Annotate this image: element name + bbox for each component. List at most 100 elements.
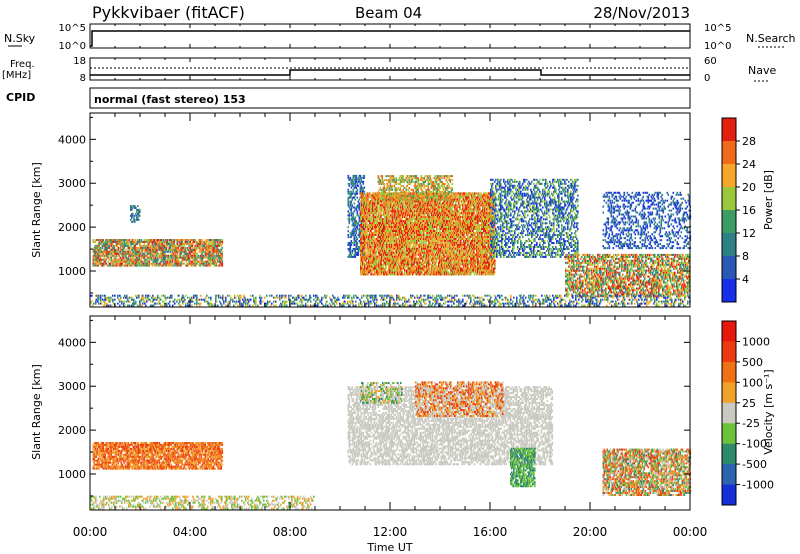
power-cell bbox=[357, 189, 359, 191]
power-cell bbox=[118, 249, 120, 251]
power-cell bbox=[371, 248, 373, 250]
power-cell bbox=[404, 266, 406, 268]
power-cell bbox=[430, 250, 432, 252]
power-cell bbox=[210, 261, 212, 263]
power-cell bbox=[222, 257, 224, 259]
power-cell bbox=[351, 187, 353, 189]
power-cell bbox=[402, 222, 404, 224]
power-cell bbox=[377, 220, 379, 222]
power-cell bbox=[168, 257, 170, 259]
power-cell bbox=[424, 250, 426, 252]
power-cell bbox=[392, 250, 394, 252]
power-cell bbox=[122, 243, 124, 245]
power-cell bbox=[409, 246, 411, 248]
power-cell bbox=[398, 208, 400, 210]
power-cell bbox=[142, 261, 144, 263]
power-cell bbox=[192, 265, 194, 267]
power-cell bbox=[362, 266, 364, 268]
power-cell bbox=[134, 205, 136, 207]
power-cell bbox=[433, 254, 435, 256]
power-cell bbox=[384, 228, 386, 230]
power-cell bbox=[180, 255, 182, 257]
power-cell bbox=[360, 175, 362, 177]
power-cell bbox=[103, 253, 105, 255]
power-cell bbox=[431, 270, 433, 272]
power-cell bbox=[403, 202, 405, 204]
power-cell bbox=[155, 257, 157, 259]
power-cell bbox=[391, 202, 393, 204]
power-cell bbox=[401, 271, 403, 273]
power-cell bbox=[367, 198, 369, 200]
power-cell bbox=[426, 258, 428, 260]
power-cell bbox=[366, 206, 368, 208]
power-cell bbox=[362, 187, 364, 189]
power-cell bbox=[188, 249, 190, 251]
power-cell bbox=[356, 177, 358, 179]
power-cell bbox=[426, 212, 428, 214]
power-cell bbox=[358, 254, 360, 256]
power-cell bbox=[144, 243, 146, 245]
power-cell bbox=[179, 239, 181, 241]
power-cell bbox=[401, 270, 403, 272]
power-cell bbox=[413, 264, 415, 266]
power-cell bbox=[439, 210, 441, 212]
power-cell bbox=[173, 265, 175, 267]
power-cell bbox=[222, 247, 224, 249]
nsky-tick-top: 10^5 bbox=[59, 23, 86, 34]
power-cell bbox=[376, 218, 378, 220]
power-cell bbox=[215, 243, 217, 245]
power-cell bbox=[182, 241, 184, 243]
power-cell bbox=[202, 239, 204, 241]
power-cell bbox=[165, 251, 167, 253]
power-cell bbox=[186, 239, 188, 241]
power-cell bbox=[402, 256, 404, 258]
power-cell bbox=[436, 260, 438, 262]
power-cell bbox=[213, 257, 215, 259]
power-cell bbox=[424, 204, 426, 206]
power-cell bbox=[357, 224, 359, 226]
power-cell bbox=[177, 253, 179, 255]
power-cell bbox=[424, 224, 426, 226]
station-title: Pykkvibaer (fitACF) bbox=[92, 3, 245, 22]
power-cell bbox=[393, 222, 395, 224]
power-cell bbox=[136, 215, 138, 217]
power-cell bbox=[353, 189, 355, 191]
power-cell bbox=[438, 248, 440, 250]
power-cell bbox=[382, 208, 384, 210]
power-cell bbox=[351, 254, 353, 256]
power-cell bbox=[216, 257, 218, 259]
power-cell bbox=[446, 270, 448, 272]
power-cell bbox=[196, 249, 198, 251]
power-cell bbox=[419, 240, 421, 242]
power-cell bbox=[165, 257, 167, 259]
power-cell bbox=[127, 261, 129, 263]
power-cell bbox=[166, 249, 168, 251]
power-cell bbox=[428, 258, 430, 260]
power-cell bbox=[156, 247, 158, 249]
power-cell bbox=[206, 263, 208, 265]
power-cell bbox=[100, 257, 102, 259]
power-cell bbox=[376, 262, 378, 264]
power-cell bbox=[395, 271, 397, 273]
power-cell bbox=[139, 249, 141, 251]
power-cell bbox=[119, 255, 121, 257]
power-cell bbox=[105, 261, 107, 263]
power-cell bbox=[107, 249, 109, 251]
power-cell bbox=[354, 210, 356, 212]
power-cell bbox=[167, 263, 169, 265]
power-cell bbox=[377, 206, 379, 208]
power-cell bbox=[419, 248, 421, 250]
power-cell bbox=[116, 265, 118, 267]
power-cell bbox=[440, 268, 442, 270]
power-cell bbox=[104, 257, 106, 259]
power-cell bbox=[195, 239, 197, 241]
power-cell bbox=[435, 244, 437, 246]
power-cell bbox=[132, 249, 134, 251]
power-cell bbox=[385, 266, 387, 268]
power-cell bbox=[447, 244, 449, 246]
power-cell bbox=[348, 210, 350, 212]
power-cell bbox=[106, 263, 108, 265]
power-cell bbox=[442, 250, 444, 252]
power-cell bbox=[110, 255, 112, 257]
